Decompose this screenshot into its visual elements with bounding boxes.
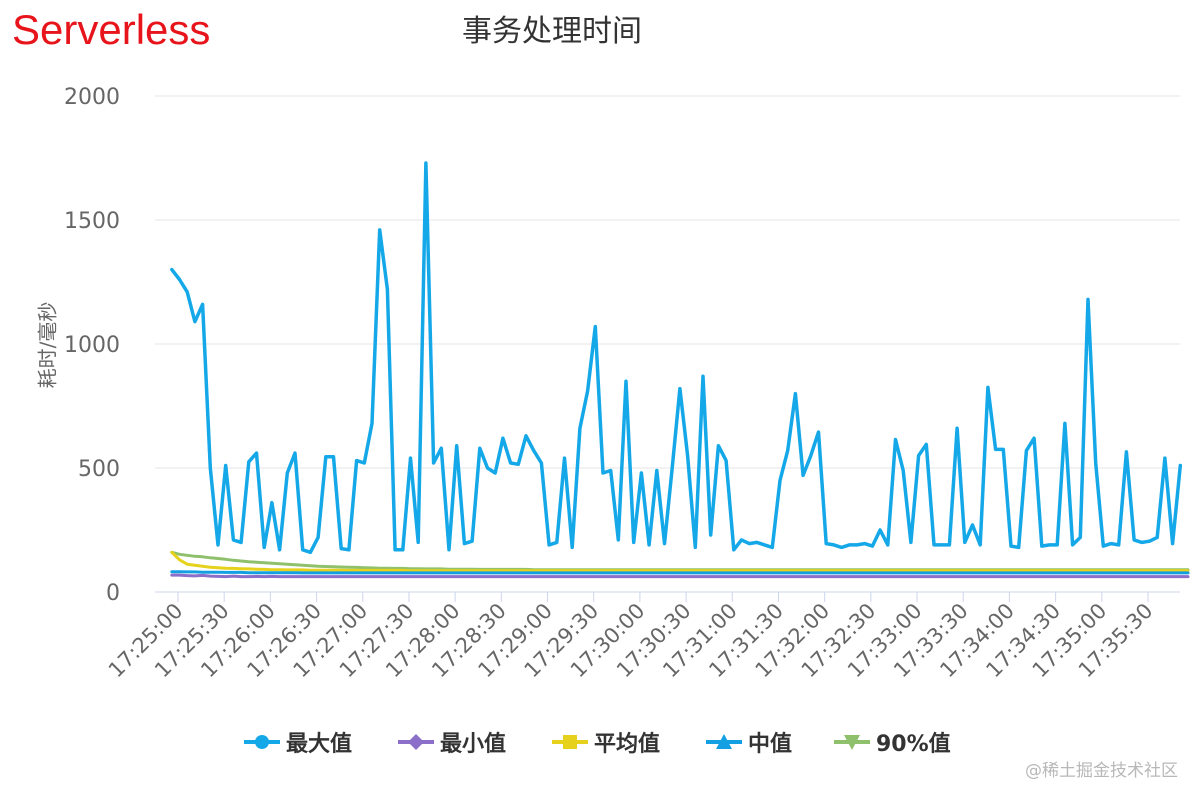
y-tick-label: 500 [78,457,120,482]
series-line-p90 [170,550,1190,572]
triangle-down-icon [834,735,870,750]
series-line-avg [170,550,1190,573]
series-line-median [170,570,1190,575]
legend-label-p90: 90%值 [876,732,951,757]
legend-label-median: 中值 [748,732,793,757]
legend-item-p90[interactable]: 90%值 [834,722,951,762]
y-tick-label: 0 [106,581,120,606]
y-tick-label: 1000 [64,333,120,358]
legend-item-max[interactable]: 最大值 [244,722,352,762]
legend-label-max: 最大值 [286,732,353,757]
legend-label-min: 最小值 [440,732,507,757]
y-tick-label: 1500 [64,209,120,234]
diamond-icon [398,734,434,750]
legend-item-median[interactable]: 中值 [706,722,792,762]
watermark: @稀土掘金技术社区 [1025,761,1178,781]
circle-icon [244,735,280,749]
y-tick-label: 2000 [64,85,120,110]
legend-item-avg[interactable]: 平均值 [552,722,660,762]
series-line-min [170,573,1190,579]
triangle-icon [706,734,742,749]
legend-label-avg: 平均值 [594,732,661,757]
chart-legend: 最大值 最小值 平均值 中值 90%值 [0,722,1200,762]
square-icon [552,735,588,749]
chart-title: 事务处理时间 [462,14,642,49]
brand-logo-text: Serverless [12,6,211,53]
legend-item-min[interactable]: 最小值 [398,722,506,762]
chart-svg: 050010001500200017:25:0017:25:3017:26:00… [64,85,1190,682]
series-line-max [170,161,1183,555]
